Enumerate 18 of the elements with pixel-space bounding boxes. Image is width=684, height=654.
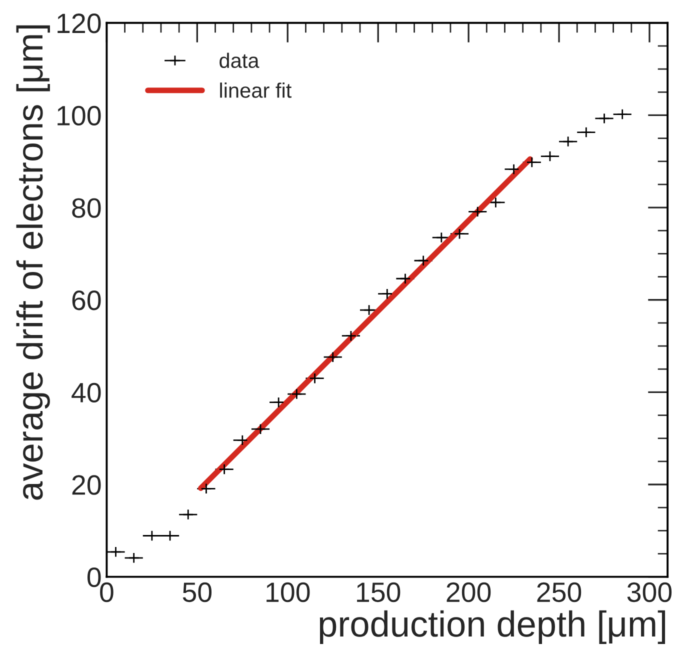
y-tick-label: 40 — [72, 382, 101, 403]
y-tick-label: 0 — [87, 567, 101, 588]
x-tick-label: 150 — [357, 582, 400, 602]
x-tick-label: 300 — [627, 582, 672, 602]
y-axis-title: average drift of electrons [μm] — [16, 25, 50, 500]
x-tick-label: 200 — [446, 582, 491, 602]
y-tick-label: 100 — [58, 106, 101, 126]
y-tick-label: 60 — [72, 290, 101, 310]
legend-label: data — [220, 52, 260, 68]
x-axis-title: production depth [μm] — [320, 610, 666, 644]
x-tick-label: 250 — [537, 582, 582, 602]
x-tick-label: 0 — [100, 582, 114, 602]
x-tick-label: 50 — [182, 582, 212, 602]
y-tick-label: 20 — [72, 475, 101, 495]
legend-label: linear fit — [220, 82, 292, 98]
y-tick-label: 80 — [72, 198, 101, 218]
y-tick-label: 120 — [58, 14, 101, 34]
x-tick-label: 100 — [266, 582, 310, 602]
